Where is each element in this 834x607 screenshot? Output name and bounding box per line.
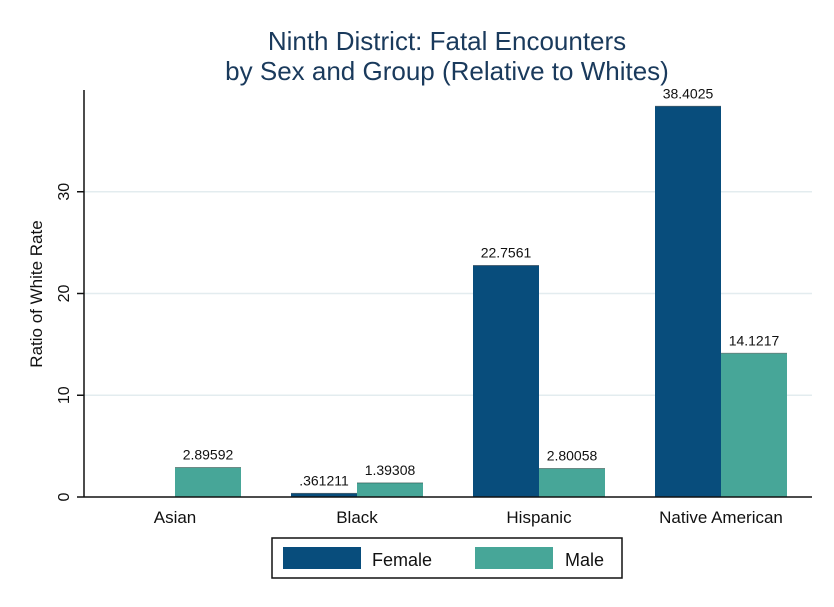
y-tick-label-1: 10 bbox=[56, 386, 73, 404]
legend-label-female: Female bbox=[372, 550, 432, 570]
x-category-label-asian: Asian bbox=[154, 508, 197, 527]
x-category-label-hispanic: Hispanic bbox=[506, 508, 572, 527]
legend: Female Male bbox=[271, 537, 623, 579]
legend-label-male: Male bbox=[565, 550, 604, 570]
y-ticks: 0 10 20 30 bbox=[56, 183, 84, 501]
bar-male-hispanic bbox=[539, 468, 605, 497]
bar-female-hispanic bbox=[473, 265, 539, 497]
value-labels: 2.89592 .361211 1.39308 22.7561 2.80058 38.40… bbox=[183, 85, 780, 488]
x-category-label-black: Black bbox=[336, 508, 378, 527]
value-label-male-black: 1.39308 bbox=[365, 462, 416, 478]
y-tick-label-2: 20 bbox=[56, 285, 73, 303]
bar-male-native-american bbox=[721, 353, 787, 497]
y-tick-label-3: 30 bbox=[56, 183, 73, 201]
bar-female-native-american bbox=[655, 106, 721, 497]
chart-title-line-2: by Sex and Group (Relative to Whites) bbox=[225, 56, 669, 86]
value-label-female-hispanic: 22.7561 bbox=[481, 244, 532, 260]
value-label-female-black: .361211 bbox=[299, 472, 349, 488]
value-label-male-hispanic: 2.80058 bbox=[547, 448, 598, 464]
value-label-female-native-american: 38.4025 bbox=[663, 85, 714, 101]
legend-swatch-female bbox=[283, 547, 361, 569]
legend-swatch-male bbox=[475, 547, 553, 569]
x-category-label-native-american: Native American bbox=[659, 508, 783, 527]
bars bbox=[175, 105, 787, 497]
chart-title-line-1: Ninth District: Fatal Encounters bbox=[268, 26, 626, 56]
bar-male-asian bbox=[175, 467, 241, 497]
y-tick-label-0: 0 bbox=[56, 492, 73, 501]
bar-female-black bbox=[291, 493, 357, 497]
value-label-male-native-american: 14.1217 bbox=[729, 332, 780, 348]
x-category-labels: Asian Black Hispanic Native American bbox=[154, 508, 783, 527]
y-axis-label: Ratio of White Rate bbox=[27, 220, 46, 367]
bar-male-black bbox=[357, 482, 423, 497]
value-label-male-asian: 2.89592 bbox=[183, 447, 234, 463]
